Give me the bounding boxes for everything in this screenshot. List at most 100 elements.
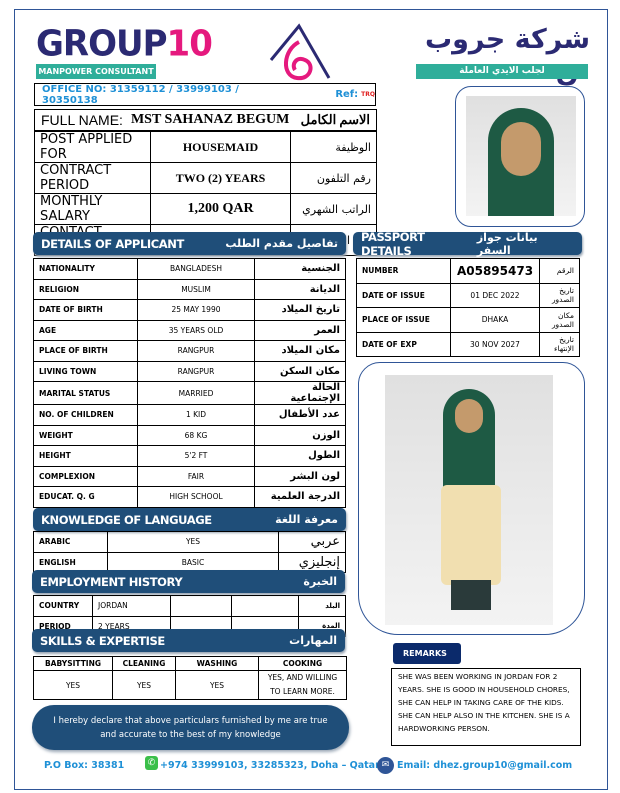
office-numbers: OFFICE NO: 31359112 / 33999103 / 3035013… [42,83,239,106]
po-box: P.O Box: 38381 [44,760,125,771]
details-ar: الوزن [254,424,346,446]
passport-label: DATE OF EXP [356,331,451,357]
passport-ar: تاريخ الصدور [539,282,580,308]
details-label: HEIGHT [33,445,138,467]
contract-value: TWO (2) YEARS [150,162,291,194]
table-row: NO. OF CHILDREN 1 KID عدد الأطفال [33,404,346,426]
portrait-frame [455,86,585,227]
details-header: DETAILS OF APPLICANT تفاصيل مقدم الطلب [33,232,346,255]
table-row: EDUCAT. Q. G HIGH SCHOOL الدرجة العلمية [33,486,346,508]
table-row: NUMBER A05895473 الرقم [356,258,580,284]
details-ar: مكان الميلاد [254,340,346,362]
details-ar: الجنسية [254,258,346,280]
details-label: LIVING TOWN [33,360,138,382]
table-row: RELIGION MUSLIM الديانة [33,278,346,300]
details-value: MARRIED [137,381,255,405]
office-bar: OFFICE NO: 31359112 / 33999103 / 3035013… [34,83,376,106]
skill-cooking: COOKING [258,656,347,671]
passport-table: NUMBER A05895473 الرقم DATE OF ISSUE 01 DEC … [356,258,580,357]
passport-value: DHAKA [450,307,540,333]
table-row: AGE 35 YEARS OLD العمر [33,319,346,341]
washing-value: YES [175,670,259,700]
center-logo-icon [269,23,331,81]
details-ar: تاريخ الميلاد [254,299,346,321]
passport-header: PASSPORT DETAILS بيانات جواز السفر [353,229,582,258]
table-row: PLACE OF ISSUE DHAKA مكان الصدور [356,307,580,333]
language-title: KNOWLEDGE OF LANGUAGE [41,512,212,527]
passport-ar: تاريخ الإنتهاء [539,331,580,357]
details-value: 5'2 FT [137,445,255,467]
arabic-value: YES [107,531,279,553]
country-value: JORDAN [92,595,171,617]
table-row: DATE OF BIRTH 25 MAY 1990 تاريخ الميلاد [33,299,346,321]
details-label: MARITAL STATUS [33,381,138,405]
babysitting-value: YES [33,670,113,700]
passport-label: PLACE OF ISSUE [356,307,451,333]
ref-value: TRQ [361,91,375,98]
full-name-bar: FULL NAME: MST SAHANAZ BEGUM الاسم الكام… [34,109,377,131]
employment-title-ar: الخبرة [303,575,337,588]
ref-label: Ref: [335,89,359,100]
table-row: PLACE OF BIRTH RANGPUR مكان الميلاد [33,340,346,362]
details-value: RANGPUR [137,360,255,382]
page-border [14,9,608,790]
details-ar: الدرجة العلمية [254,486,346,508]
details-value: 68 KG [137,424,255,446]
passport-value: A05895473 [450,258,540,284]
employment-title: EMPLOYMENT HISTORY [40,574,183,589]
cooking-value: YES, AND WILLING TO LEARN MORE. [258,670,347,700]
footer-email[interactable]: Email: dhez.group10@gmail.com [397,760,573,771]
language-title-ar: معرفة اللغة [275,513,338,526]
details-label: AGE [33,319,138,341]
table-row: WEIGHT 68 KG الوزن [33,424,346,446]
details-ar: مكان السكن [254,360,346,382]
skills-title: SKILLS & EXPERTISE [40,633,165,648]
details-ar: عدد الأطفال [254,404,346,426]
arabic-logo-subtitle: لجلب الايدي العاملة [416,64,588,79]
full-name-value: MST SAHANAZ BEGUM [130,112,290,127]
details-value: 1 KID [137,404,255,426]
table-row: HEIGHT 5'2 FT الطول [33,445,346,467]
details-ar: لون البشر [254,465,346,487]
declaration: I hereby declare that above particulars … [32,705,349,750]
post-label: POST APPLIED FOR [34,131,151,163]
details-value: FAIR [137,465,255,487]
details-label: RELIGION [33,278,138,300]
details-table: NATIONALITY BANGLADESH الجنسية RELIGION MUSL… [33,258,346,508]
full-body-photo [385,375,553,625]
passport-label: DATE OF ISSUE [356,282,451,308]
skill-babysitting: BABYSITTING [33,656,113,671]
passport-title: PASSPORT DETAILS [361,229,425,258]
details-ar: الحالة الإجتماعية [254,381,346,405]
main-info-table: POST APPLIED FOR HOUSEMAID الوظيفة CONTRAC… [34,131,377,256]
passport-ar: مكان الصدور [539,307,580,333]
arabic-label: ARABIC [33,531,108,553]
details-ar: العمر [254,319,346,341]
details-label: PLACE OF BIRTH [33,340,138,362]
skills-title-ar: المهارات [289,634,337,647]
group10-logo: GROUP10 [36,23,213,65]
details-ar: الطول [254,445,346,467]
cleaning-value: YES [112,670,176,700]
skills-table: BABYSITTING CLEANING WASHING COOKING YES YES… [33,656,347,700]
details-value: HIGH SCHOOL [137,486,255,508]
salary-ar: الراتب الشهري [290,193,377,225]
post-value: HOUSEMAID [150,131,291,163]
passport-value: 30 NOV 2027 [450,331,540,357]
skill-washing: WASHING [175,656,259,671]
details-label: NATIONALITY [33,258,138,280]
full-name-ar: الاسم الكامل [300,112,370,127]
language-table: ARABIC YES عربي ENGLISH BASIC إنجليزي [33,531,346,573]
footer-phone[interactable]: +974 33999103, 33285323, Doha – Qatar [160,760,380,771]
table-row: NATIONALITY BANGLADESH الجنسية [33,258,346,280]
details-ar: الديانة [254,278,346,300]
table-row: DATE OF EXP 30 NOV 2027 تاريخ الإنتهاء [356,331,580,357]
country-ar: البلد [298,595,346,617]
remarks-header: REMARKS [393,643,461,664]
contract-label: CONTRACT PERIOD [34,162,151,194]
post-ar: الوظيفة [290,131,377,163]
details-title-ar: تفاصيل مقدم الطلب [225,237,338,250]
salary-label: MONTHLY SALARY [34,193,151,225]
details-label: NO. OF CHILDREN [33,404,138,426]
country-label: COUNTRY [33,595,93,617]
